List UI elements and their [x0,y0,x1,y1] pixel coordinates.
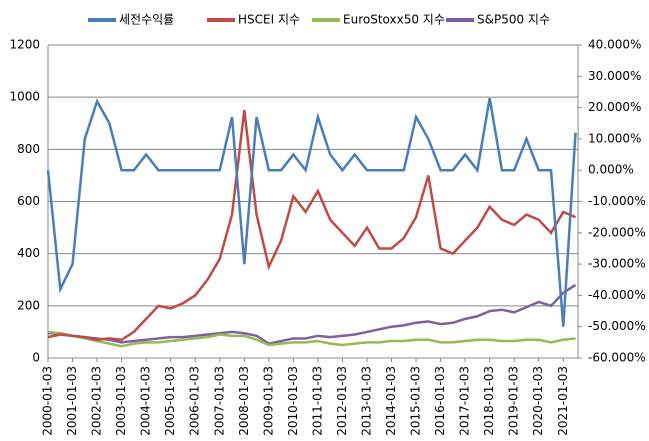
series-line [47,110,577,342]
x-tick-label: 2013-01-03 [359,366,373,436]
y2-tick-label: 10.000% [588,131,641,145]
legend-label: S&P500 지수 [477,13,550,27]
x-tick-label: 2002-01-03 [90,366,104,436]
x-tick-label: 2015-01-03 [409,366,423,436]
x-tick-label: 2011-01-03 [310,366,324,436]
y-tick-label: 0 [32,351,40,365]
y2-tick-label: -30.000% [588,257,646,271]
x-tick-label: 2001-01-03 [65,366,79,436]
x-tick-label: 2007-01-03 [212,366,226,436]
y2-tick-label: 40.000% [588,38,641,52]
y2-tick-label: 30.000% [588,69,641,83]
series-line [47,330,576,348]
x-tick-label: 2014-01-03 [384,366,398,436]
y-tick-label: 800 [17,142,40,156]
x-tick-label: 2016-01-03 [433,366,447,436]
x-tick-label: 2005-01-03 [163,366,177,436]
x-tick-label: 2000-01-03 [41,366,55,436]
y-tick-label: 1200 [9,38,40,52]
y-tick-label: 600 [17,194,40,208]
y2-tick-label: -20.000% [588,225,646,239]
series-line [46,97,577,327]
x-tick-label: 2018-01-03 [482,366,496,436]
y-tick-label: 400 [17,246,40,260]
x-tick-label: 2021-01-03 [556,366,570,436]
x-tick-label: 2004-01-03 [139,366,153,436]
x-tick-label: 2020-01-03 [531,366,545,436]
x-tick-label: 2009-01-03 [261,366,275,436]
series-line [48,283,577,345]
x-tick-label: 2017-01-03 [458,366,472,436]
legend-label: HSCEI 지수 [238,13,300,27]
legend-label: EuroStoxx50 지수 [343,13,445,27]
y2-tick-label: 0.000% [588,163,634,177]
legend-label: 세전수익률 [119,13,174,27]
y2-tick-label: -10.000% [588,194,646,208]
x-tick-label: 2010-01-03 [286,366,300,436]
y2-tick-label: -60.000% [588,351,646,365]
y2-tick-label: -40.000% [588,288,646,302]
y2-tick-label: 20.000% [588,100,641,114]
y-tick-label: 200 [17,298,40,312]
x-tick-label: 2008-01-03 [237,366,251,436]
y2-tick-label: -50.000% [588,319,646,333]
x-tick-label: 2019-01-03 [507,366,521,436]
x-tick-label: 2012-01-03 [335,366,349,436]
x-tick-label: 2003-01-03 [114,366,128,436]
y-tick-label: 1000 [9,90,40,104]
x-tick-label: 2006-01-03 [188,366,202,436]
